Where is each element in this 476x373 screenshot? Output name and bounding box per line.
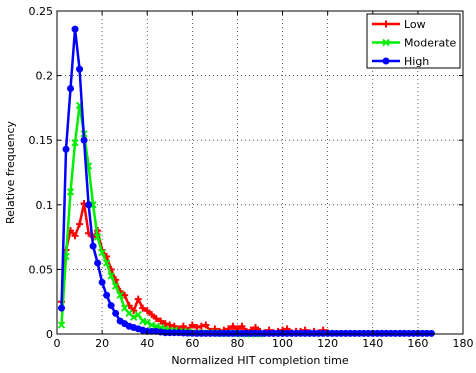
data-point (76, 65, 84, 73)
data-point (66, 188, 75, 196)
data-point (107, 302, 115, 310)
data-point (103, 291, 111, 299)
series-layer (57, 25, 435, 338)
x-axis-label: Normalized HIT completion time (171, 354, 349, 367)
data-point (157, 317, 165, 325)
plot-frame (56, 10, 464, 335)
data-point (80, 136, 88, 144)
data-point (188, 321, 196, 329)
data-point (93, 233, 102, 241)
y-tick-label: 0 (46, 328, 53, 341)
x-tick-label: 0 (54, 337, 61, 350)
data-point (143, 307, 151, 315)
data-point (148, 311, 156, 319)
data-point (71, 25, 79, 33)
data-point (134, 310, 142, 319)
data-point (143, 318, 151, 327)
data-point (62, 145, 70, 153)
data-point (71, 139, 79, 147)
y-tick-label: 0.05 (29, 263, 54, 276)
data-point (102, 259, 111, 267)
data-point (152, 314, 160, 322)
data-point (98, 278, 106, 286)
data-point (161, 320, 169, 328)
data-point (57, 321, 66, 329)
data-point (229, 322, 237, 330)
x-tick-label: 120 (317, 337, 338, 350)
x-tick-label: 180 (453, 337, 474, 350)
data-point (179, 322, 187, 330)
data-point (116, 291, 124, 299)
data-point (170, 322, 178, 330)
series-line (60, 202, 329, 334)
x-tick-label: 140 (362, 337, 383, 350)
data-point (238, 322, 246, 330)
y-tick-label: 0.25 (29, 5, 54, 18)
data-point (197, 322, 205, 330)
x-tick-label: 40 (140, 337, 154, 350)
series-high (58, 25, 435, 337)
x-tick-label: 60 (185, 337, 199, 350)
x-tick-label: 100 (272, 337, 293, 350)
legend-label: Moderate (404, 37, 457, 50)
data-point (107, 272, 115, 280)
data-point (98, 248, 106, 257)
legend-marker (382, 20, 390, 28)
legend: Low Moderate High (366, 13, 461, 69)
data-point (76, 220, 84, 228)
legend-marker (382, 38, 390, 47)
data-point (67, 85, 75, 93)
legend-label: High (404, 55, 429, 68)
data-point (202, 321, 210, 329)
data-point (121, 291, 129, 299)
data-point (427, 329, 435, 337)
x-tick-label: 160 (407, 337, 428, 350)
legend-item: Low (372, 18, 426, 31)
y-axis-label: Relative frequency (4, 120, 17, 224)
data-point (85, 201, 93, 209)
legend-label: Low (404, 18, 426, 31)
y-tick-label: 0.1 (36, 199, 54, 212)
y-tick-label: 0.2 (36, 70, 54, 83)
axis-ticks: 0 20 40 60 80 100 120 140 160 180 0 0.05 0.1 0.15 0.2 0… (29, 5, 474, 350)
legend-item: High (372, 55, 429, 68)
data-point (112, 309, 120, 317)
y-tick-label: 0.15 (29, 134, 54, 147)
data-point (130, 313, 138, 321)
data-point (134, 295, 142, 303)
legend-marker (382, 57, 390, 65)
data-point (112, 282, 120, 290)
data-point (89, 242, 97, 250)
data-point (94, 259, 102, 267)
x-tick-label: 80 (230, 337, 244, 350)
data-point (166, 321, 174, 329)
data-point (71, 232, 79, 240)
data-point (139, 304, 147, 312)
data-point (58, 304, 66, 312)
legend-item: Moderate (372, 37, 457, 50)
x-tick-label: 20 (95, 337, 109, 350)
